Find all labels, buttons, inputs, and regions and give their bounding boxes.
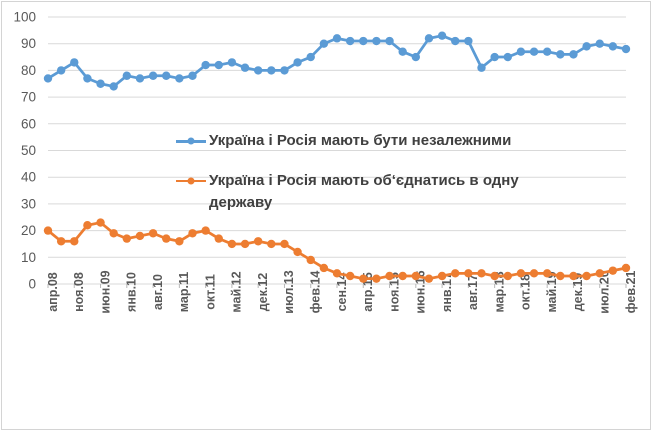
svg-text:10: 10 [21,250,36,265]
svg-text:100: 100 [13,10,36,25]
svg-text:50: 50 [21,143,36,158]
svg-text:фев.14: фев.14 [309,271,323,314]
svg-text:май.12: май.12 [230,271,244,312]
svg-text:окт.18: окт.18 [519,274,533,310]
svg-text:мар.11: мар.11 [177,272,191,312]
svg-text:70: 70 [21,90,36,105]
svg-text:ноя.08: ноя.08 [72,272,86,312]
svg-text:0: 0 [28,277,36,292]
svg-text:фев.21: фев.21 [624,271,638,314]
svg-text:30: 30 [21,196,36,211]
svg-text:80: 80 [21,63,36,78]
svg-text:июн.09: июн.09 [98,270,112,313]
svg-text:янв.10: янв.10 [125,272,139,312]
svg-text:апр.08: апр.08 [46,272,60,312]
svg-text:90: 90 [21,36,36,51]
svg-text:окт.11: окт.11 [203,274,217,310]
svg-text:20: 20 [21,223,36,238]
svg-text:авг.17: авг.17 [466,274,480,310]
svg-text:июл.13: июл.13 [282,270,296,313]
svg-text:дек.12: дек.12 [256,273,270,312]
svg-text:40: 40 [21,170,36,185]
svg-text:60: 60 [21,116,36,131]
svg-text:авг.10: авг.10 [151,274,165,310]
